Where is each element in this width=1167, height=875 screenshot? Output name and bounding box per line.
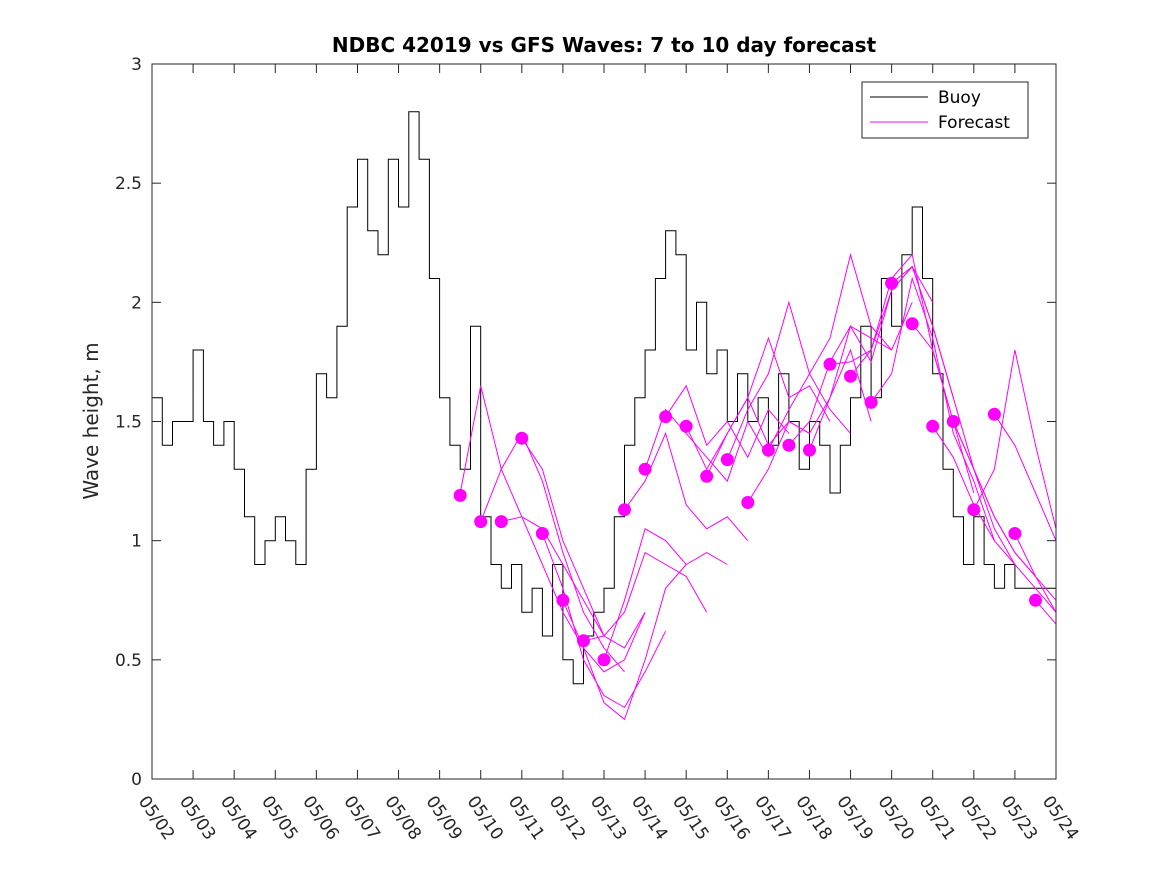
legend: Buoy Forecast: [861, 81, 1029, 139]
forecast-start-marker: [597, 653, 611, 667]
forecast-line: [501, 516, 646, 673]
forecast-line: [747, 348, 872, 503]
y-tick-label: 1.5: [115, 413, 142, 433]
forecast-line: [767, 252, 892, 451]
forecast-line: [644, 408, 769, 483]
y-tick-label: 0.5: [115, 651, 142, 671]
legend-label-forecast: Forecast: [938, 113, 1010, 133]
forecast-start-marker: [885, 276, 899, 290]
forecast-line: [993, 414, 1057, 541]
forecast-start-marker: [782, 438, 796, 452]
forecast-start-marker: [618, 503, 631, 517]
forecast-start-marker: [803, 443, 816, 457]
forecast-line: [541, 533, 667, 709]
forecast-line: [583, 551, 708, 642]
plot-frame: [151, 63, 1057, 780]
y-tick-label: 2.5: [115, 174, 142, 194]
forecast-start-marker: [453, 488, 467, 502]
forecast-start-marker: [823, 357, 837, 371]
forecast-start-marker: [474, 515, 488, 529]
y-tick-label: 1: [131, 532, 142, 552]
forecast-line: [891, 265, 1016, 565]
forecast-start-marker: [967, 503, 981, 517]
forecast-start-marker: [638, 462, 652, 476]
forecast-line: [1014, 533, 1057, 613]
buoy-series: [152, 111, 1056, 685]
forecast-start-marker: [494, 515, 508, 529]
forecast-start-marker: [741, 496, 755, 509]
forecast-line: [932, 426, 1057, 613]
forecast-start-marker: [535, 527, 549, 540]
forecast-start-marker: [1029, 593, 1042, 607]
axis-ticks: [151, 63, 1057, 780]
chart-title: NDBC 42019 vs GFS Waves: 7 to 10 day for…: [332, 33, 877, 57]
forecast-start-marker: [844, 369, 857, 383]
forecast-start-marker: [761, 443, 775, 457]
forecast-line: [952, 421, 1057, 601]
y-tick-label: 0: [131, 770, 142, 790]
forecast-line: [480, 432, 625, 673]
forecast-line: [726, 300, 851, 460]
forecast-series-group: [459, 252, 1057, 721]
y-axis-label: Wave height, m: [79, 342, 103, 499]
forecast-start-marker: [720, 453, 734, 467]
forecast-start-marker: [556, 593, 570, 607]
forecast-start-marker: [1008, 527, 1022, 540]
legend-label-buoy: Buoy: [938, 88, 981, 108]
forecast-line: [706, 336, 831, 477]
buoy-line: [152, 111, 1056, 685]
forecast-start-marker: [700, 469, 714, 483]
forecast-line: [521, 437, 646, 649]
legend-box: [861, 81, 1029, 139]
forecast-start-marker: [905, 317, 919, 331]
forecast-line: [624, 431, 749, 542]
forecast-start-marker: [864, 395, 878, 409]
forecast-start-markers: [453, 276, 1042, 667]
forecast-start-marker: [515, 431, 529, 445]
forecast-line: [665, 384, 790, 459]
forecast-start-marker: [946, 415, 960, 428]
forecast-line: [459, 385, 605, 637]
forecast-start-marker: [926, 419, 940, 433]
forecast-start-marker: [577, 634, 590, 648]
forecast-line: [562, 564, 687, 721]
forecast-start-marker: [987, 407, 1001, 421]
y-tick-label: 3: [131, 55, 142, 75]
forecast-start-marker: [659, 410, 673, 424]
forecast-line: [973, 349, 1057, 529]
forecast-line: [603, 528, 728, 660]
y-tick-label: 2: [131, 293, 142, 313]
forecast-start-marker: [679, 419, 693, 433]
forecast-line: [870, 276, 995, 541]
